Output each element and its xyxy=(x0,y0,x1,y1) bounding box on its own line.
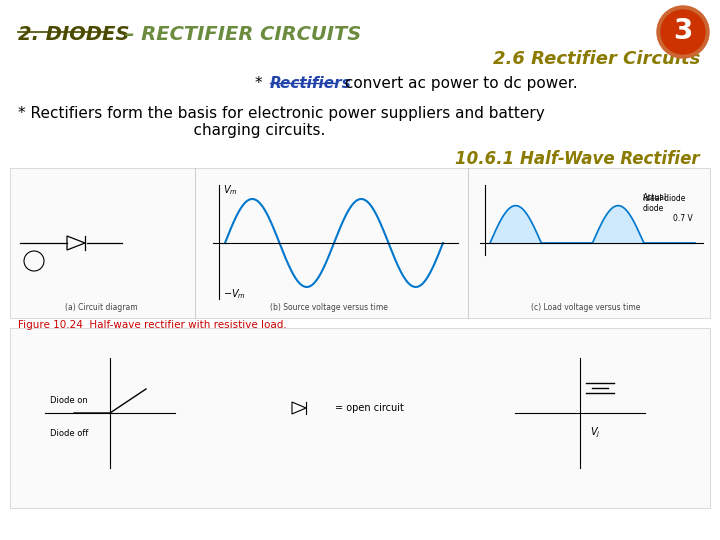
Text: 2.6 Rectifier Circuits: 2.6 Rectifier Circuits xyxy=(492,50,700,68)
Text: Ideal diode: Ideal diode xyxy=(643,194,685,202)
Text: Diode on: Diode on xyxy=(50,396,88,405)
Text: Diode off: Diode off xyxy=(50,429,89,438)
Text: 0.7 V: 0.7 V xyxy=(673,214,693,223)
Text: $V_m$: $V_m$ xyxy=(223,183,238,197)
Text: 10.6.1 Half-Wave Rectifier: 10.6.1 Half-Wave Rectifier xyxy=(455,150,700,168)
Text: Actual
diode: Actual diode xyxy=(643,193,667,213)
Text: – RECTIFIER CIRCUITS: – RECTIFIER CIRCUITS xyxy=(118,25,361,44)
FancyBboxPatch shape xyxy=(10,328,710,508)
Text: 3: 3 xyxy=(673,17,693,45)
Text: (b) Source voltage versus time: (b) Source voltage versus time xyxy=(270,303,388,312)
Circle shape xyxy=(657,6,709,58)
Text: *: * xyxy=(255,76,268,91)
Text: 2. DIODES: 2. DIODES xyxy=(18,25,130,44)
Text: * Rectifiers form the basis for electronic power suppliers and battery
         : * Rectifiers form the basis for electron… xyxy=(18,106,545,138)
Text: Figure 10.24  Half-wave rectifier with resistive load.: Figure 10.24 Half-wave rectifier with re… xyxy=(18,320,287,330)
Text: (c) Load voltage versus time: (c) Load voltage versus time xyxy=(531,303,640,312)
Text: (a) Circuit diagram: (a) Circuit diagram xyxy=(65,303,138,312)
Circle shape xyxy=(661,10,705,54)
Text: = open circuit: = open circuit xyxy=(335,403,404,413)
Text: $V_j$: $V_j$ xyxy=(590,426,600,440)
Text: convert ac power to dc power.: convert ac power to dc power. xyxy=(340,76,577,91)
FancyBboxPatch shape xyxy=(10,168,710,318)
Text: $-V_m$: $-V_m$ xyxy=(223,287,246,301)
Text: Rectifiers: Rectifiers xyxy=(270,76,352,91)
